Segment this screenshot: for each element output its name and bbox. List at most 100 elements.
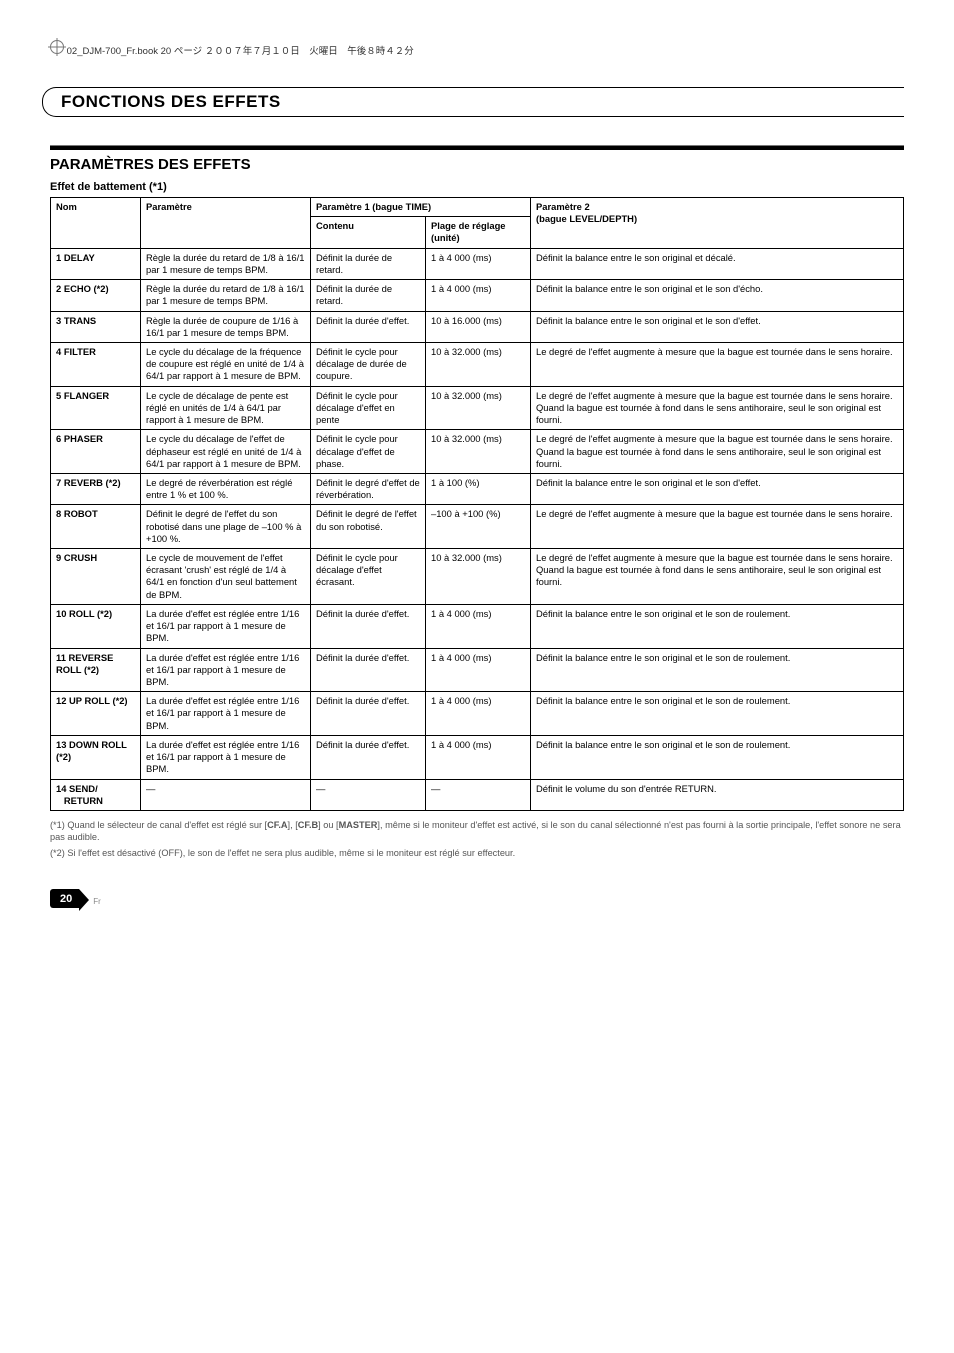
cell-plage: 1 à 4 000 (ms) — [426, 604, 531, 648]
cell-parametre: Règle la durée de coupure de 1/16 à 16/1… — [141, 311, 311, 342]
cell-parametre: — — [141, 779, 311, 810]
table-row: 3 TRANSRègle la durée de coupure de 1/16… — [51, 311, 904, 342]
cell-param2: Définit la balance entre le son original… — [531, 648, 904, 692]
cell-nom: 13 DOWN ROLL (*2) — [51, 735, 141, 779]
cell-parametre: La durée d'effet est réglée entre 1/16 e… — [141, 648, 311, 692]
th-param2-line2: (bague LEVEL/DEPTH) — [536, 213, 637, 224]
th-nom: Nom — [51, 198, 141, 249]
cell-param2: Le degré de l'effet augmente à mesure qu… — [531, 549, 904, 605]
cell-param2: Définit la balance entre le son original… — [531, 280, 904, 311]
cell-nom: 7 REVERB (*2) — [51, 473, 141, 504]
table-row: 2 ECHO (*2)Règle la durée du retard de 1… — [51, 280, 904, 311]
cell-nom: 4 FILTER — [51, 342, 141, 386]
table-row: 14 SEND/ RETURN———Définit le volume du s… — [51, 779, 904, 810]
cell-contenu: Définit le degré de l'effet du son robot… — [311, 505, 426, 549]
header-filepath: 02_DJM-700_Fr.book 20 ページ ２００７年７月１０日 火曜日… — [50, 40, 904, 57]
cell-contenu: Définit la durée d'effet. — [311, 604, 426, 648]
table-row: 10 ROLL (*2)La durée d'effet est réglée … — [51, 604, 904, 648]
cell-plage: — — [426, 779, 531, 810]
cell-contenu: Définit le cycle pour décalage d'effet d… — [311, 430, 426, 474]
effects-table: Nom Paramètre Paramètre 1 (bague TIME) P… — [50, 197, 904, 811]
cell-plage: 10 à 32.000 (ms) — [426, 386, 531, 430]
table-row: 6 PHASERLe cycle du décalage de l'effet … — [51, 430, 904, 474]
cell-param2: Définit la balance entre le son original… — [531, 692, 904, 736]
cell-nom: 10 ROLL (*2) — [51, 604, 141, 648]
th-param2-line1: Paramètre 2 — [536, 201, 590, 212]
cell-plage: 10 à 32.000 (ms) — [426, 549, 531, 605]
th-param1: Paramètre 1 (bague TIME) — [311, 198, 531, 217]
cell-contenu: Définit la durée d'effet. — [311, 648, 426, 692]
cell-param2: Définit la balance entre le son original… — [531, 735, 904, 779]
cell-contenu: Définit la durée d'effet. — [311, 692, 426, 736]
cell-parametre: Le cycle de décalage de pente est réglé … — [141, 386, 311, 430]
cell-param2: Définit la balance entre le son original… — [531, 473, 904, 504]
cell-nom: 9 CRUSH — [51, 549, 141, 605]
th-parametre: Paramètre — [141, 198, 311, 249]
cell-plage: 1 à 4 000 (ms) — [426, 735, 531, 779]
cell-contenu: Définit la durée de retard. — [311, 248, 426, 279]
cell-plage: 1 à 4 000 (ms) — [426, 248, 531, 279]
cell-param2: Définit le volume du son d'entrée RETURN… — [531, 779, 904, 810]
cell-param2: Le degré de l'effet augmente à mesure qu… — [531, 505, 904, 549]
page-number-container: 20 Fr — [50, 889, 904, 908]
cell-contenu: Définit le cycle pour décalage d'effet e… — [311, 386, 426, 430]
cell-plage: 1 à 4 000 (ms) — [426, 692, 531, 736]
cell-plage: 10 à 32.000 (ms) — [426, 342, 531, 386]
page-lang: Fr — [93, 897, 101, 906]
cell-contenu: Définit la durée d'effet. — [311, 311, 426, 342]
table-row: 4 FILTERLe cycle du décalage de la fréqu… — [51, 342, 904, 386]
cell-parametre: Le cycle du décalage de l'effet de dépha… — [141, 430, 311, 474]
cell-param2: Définit la balance entre le son original… — [531, 604, 904, 648]
cell-nom: 5 FLANGER — [51, 386, 141, 430]
cell-param2: Le degré de l'effet augmente à mesure qu… — [531, 386, 904, 430]
footnote-2: (*2) Si l'effet est désactivé (OFF), le … — [50, 847, 904, 859]
cell-parametre: Définit le degré de l'effet du son robot… — [141, 505, 311, 549]
page-number: 20 — [50, 889, 79, 908]
cell-parametre: Le degré de réverbération est réglé entr… — [141, 473, 311, 504]
cell-plage: 10 à 32.000 (ms) — [426, 430, 531, 474]
cell-contenu: — — [311, 779, 426, 810]
header-text: 02_DJM-700_Fr.book 20 ページ ２００７年７月１０日 火曜日… — [67, 46, 414, 57]
cell-nom: 14 SEND/ RETURN — [51, 779, 141, 810]
table-row: 12 UP ROLL (*2)La durée d'effet est régl… — [51, 692, 904, 736]
table-row: 11 REVERSE ROLL (*2)La durée d'effet est… — [51, 648, 904, 692]
cell-parametre: La durée d'effet est réglée entre 1/16 e… — [141, 692, 311, 736]
section-title-container: FONCTIONS DES EFFETS — [42, 87, 904, 117]
cell-plage: –100 à +100 (%) — [426, 505, 531, 549]
footnote-1: (*1) Quand le sélecteur de canal d'effet… — [50, 819, 904, 844]
cell-parametre: Règle la durée du retard de 1/8 à 16/1 p… — [141, 248, 311, 279]
section-title: FONCTIONS DES EFFETS — [61, 92, 281, 111]
cell-contenu: Définit le degré d'effet de réverbératio… — [311, 473, 426, 504]
cell-param2: Définit la balance entre le son original… — [531, 311, 904, 342]
table-row: 9 CRUSHLe cycle de mouvement de l'effet … — [51, 549, 904, 605]
cell-contenu: Définit le cycle pour décalage de durée … — [311, 342, 426, 386]
cell-parametre: Le cycle du décalage de la fréquence de … — [141, 342, 311, 386]
register-mark-icon — [50, 40, 64, 54]
table-row: 7 REVERB (*2)Le degré de réverbération e… — [51, 473, 904, 504]
cell-nom: 3 TRANS — [51, 311, 141, 342]
cell-plage: 1 à 100 (%) — [426, 473, 531, 504]
cell-param2: Le degré de l'effet augmente à mesure qu… — [531, 342, 904, 386]
divider-bar — [50, 145, 904, 150]
cell-plage: 10 à 16.000 (ms) — [426, 311, 531, 342]
th-param2: Paramètre 2 (bague LEVEL/DEPTH) — [531, 198, 904, 249]
cell-nom: 11 REVERSE ROLL (*2) — [51, 648, 141, 692]
cell-contenu: Définit le cycle pour décalage d'effet é… — [311, 549, 426, 605]
table-row: 5 FLANGERLe cycle de décalage de pente e… — [51, 386, 904, 430]
table-header-row-1: Nom Paramètre Paramètre 1 (bague TIME) P… — [51, 198, 904, 217]
cell-nom: 12 UP ROLL (*2) — [51, 692, 141, 736]
table-title: Effet de battement (*1) — [50, 181, 904, 193]
table-row: 1 DELAYRègle la durée du retard de 1/8 à… — [51, 248, 904, 279]
cell-nom: 8 ROBOT — [51, 505, 141, 549]
cell-contenu: Définit la durée d'effet. — [311, 735, 426, 779]
cell-nom: 6 PHASER — [51, 430, 141, 474]
cell-nom: 2 ECHO (*2) — [51, 280, 141, 311]
footnotes: (*1) Quand le sélecteur de canal d'effet… — [50, 819, 904, 859]
cell-nom: 1 DELAY — [51, 248, 141, 279]
cell-parametre: Le cycle de mouvement de l'effet écrasan… — [141, 549, 311, 605]
cell-param2: Définit la balance entre le son original… — [531, 248, 904, 279]
cell-parametre: La durée d'effet est réglée entre 1/16 e… — [141, 604, 311, 648]
table-row: 13 DOWN ROLL (*2)La durée d'effet est ré… — [51, 735, 904, 779]
cell-param2: Le degré de l'effet augmente à mesure qu… — [531, 430, 904, 474]
cell-parametre: Règle la durée du retard de 1/8 à 16/1 p… — [141, 280, 311, 311]
